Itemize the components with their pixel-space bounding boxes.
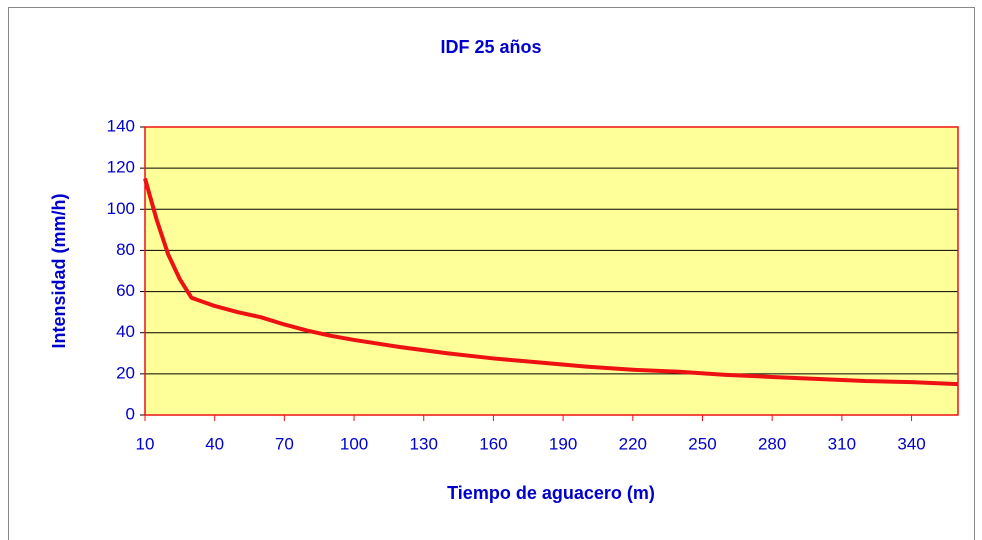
x-tick-label: 250	[688, 434, 716, 453]
y-axis-label: Intensidad (mm/h)	[49, 193, 69, 348]
y-tick-label: 140	[107, 116, 135, 135]
x-tick-label: 40	[205, 434, 224, 453]
x-tick-label: 220	[619, 434, 647, 453]
x-axis-label: Tiempo de aguacero (m)	[447, 483, 655, 503]
x-tick-label: 160	[479, 434, 507, 453]
x-tick-label: 190	[549, 434, 577, 453]
x-tick-label: 70	[275, 434, 294, 453]
y-tick-label: 0	[126, 404, 135, 423]
y-tick-label: 60	[116, 281, 135, 300]
y-tick-label: 120	[107, 158, 135, 177]
x-tick-label: 310	[828, 434, 856, 453]
data-line	[143, 177, 959, 387]
y-tick-label: 100	[107, 199, 135, 218]
y-tick-label: 20	[116, 363, 135, 382]
plot-border	[144, 126, 959, 416]
x-tick-label: 340	[897, 434, 925, 453]
chart-title: IDF 25 años	[440, 37, 541, 57]
x-tick-label: 10	[136, 434, 155, 453]
plot-area	[145, 127, 958, 415]
x-tick-label: 130	[410, 434, 438, 453]
x-tick-label: 100	[340, 434, 368, 453]
x-tick-label: 280	[758, 434, 786, 453]
y-tick-label: 40	[116, 322, 135, 341]
y-tick-label: 80	[116, 240, 135, 259]
